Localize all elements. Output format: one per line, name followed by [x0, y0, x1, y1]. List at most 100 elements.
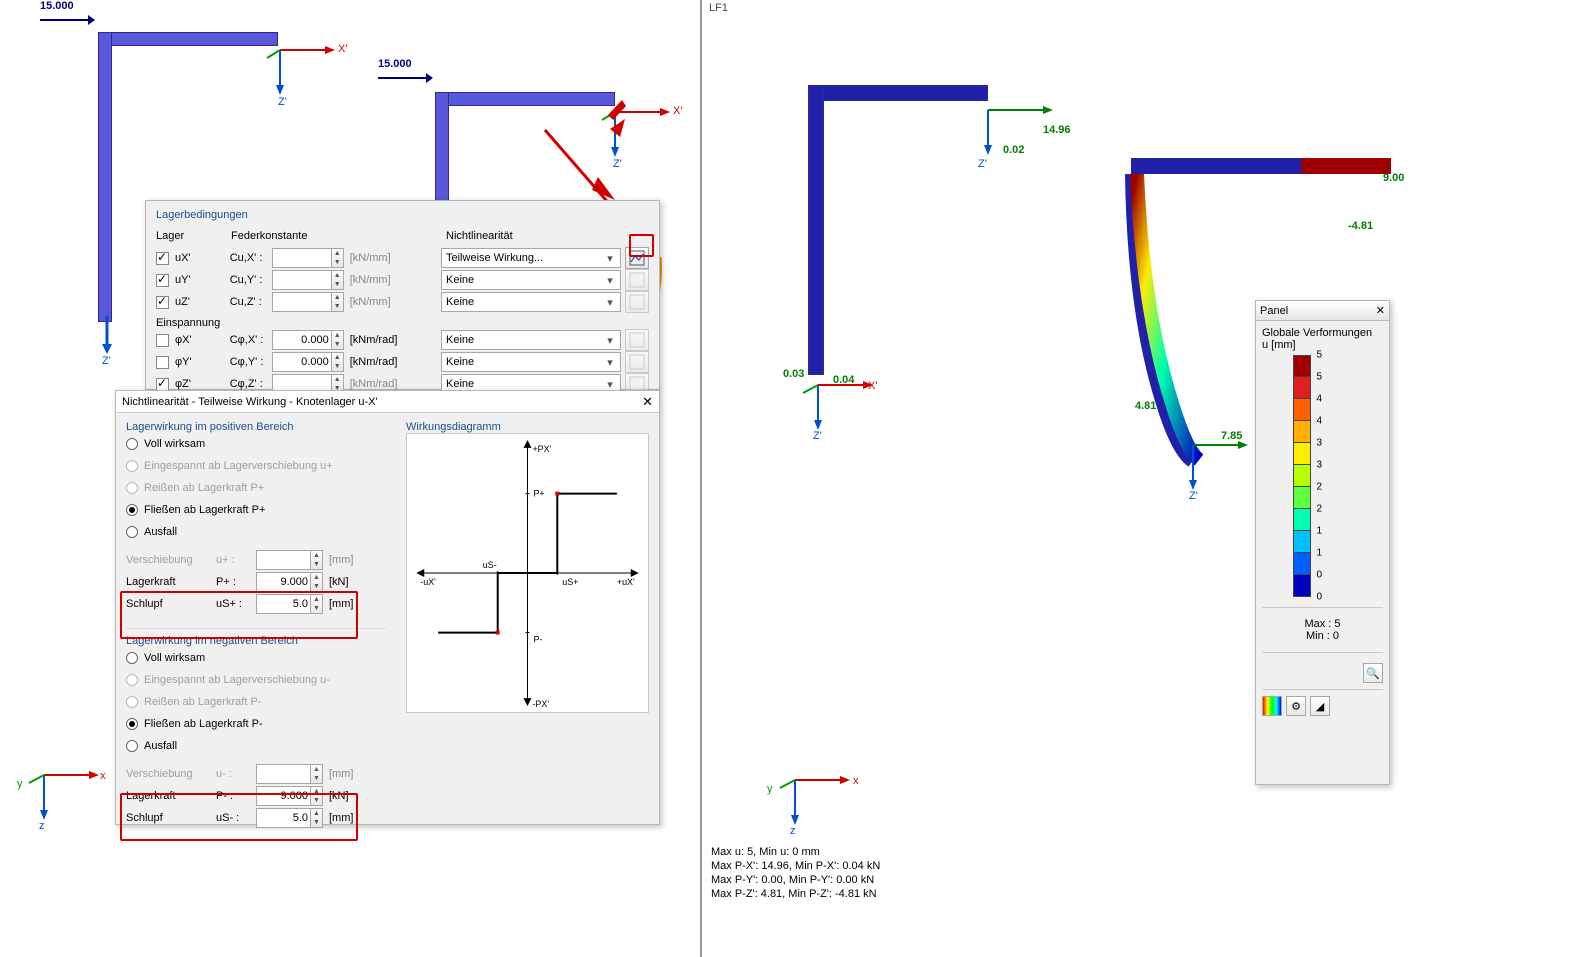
neg-group-title: Lagerwirkung im negativen Bereich	[126, 635, 386, 647]
checkbox-phiz[interactable]	[156, 378, 169, 391]
label-verschiebung-pos: Verschiebung	[126, 554, 216, 566]
radio-pos-fliessen[interactable]	[126, 504, 138, 516]
spinner-pminus[interactable]: ▲▼	[311, 786, 323, 806]
spinner-cux[interactable]: ▲▼	[332, 248, 344, 268]
einspannung-label: Einspannung	[156, 317, 649, 329]
right-viewport: LF1 14.96 0.02 0.03 0.04 Z' X' Z' 9.00 -…	[703, 0, 1594, 957]
combo-nl-phix[interactable]: Keine▾	[441, 330, 621, 350]
axis-z-bottom-1: Z'	[102, 355, 111, 367]
label-lagerkraft-neg: Lagerkraft	[126, 790, 216, 802]
status-line-2: Max P-X': 14.96, Min P-X': 0.04 kN	[711, 859, 880, 873]
radio-pos-voll[interactable]	[126, 438, 138, 450]
checkbox-phiy[interactable]	[156, 356, 169, 369]
results-subtitle: Globale Verformungen	[1262, 327, 1383, 339]
palette-icon[interactable]	[1262, 696, 1282, 716]
unit-cphiy: [kNm/rad]	[350, 356, 398, 368]
col-feder: Federkonstante	[231, 230, 446, 242]
svg-text:uS-: uS-	[483, 560, 497, 570]
unit-uminus: [mm]	[329, 768, 353, 780]
label-uy: uY'	[175, 274, 191, 286]
input-cux[interactable]	[272, 248, 332, 268]
mini-z: z	[39, 820, 45, 832]
input-cphix[interactable]	[272, 330, 332, 350]
svg-text:+uX': +uX'	[617, 577, 635, 587]
label-cuz: Cu,Z' :	[230, 296, 272, 308]
radio-neg-fliessen[interactable]	[126, 718, 138, 730]
checkbox-ux[interactable]	[156, 252, 169, 265]
radio-pos-reissen-label: Reißen ab Lagerkraft P+	[144, 482, 264, 494]
combo-nl-uz[interactable]: Keine▾	[441, 292, 621, 312]
mini-x: x	[100, 770, 106, 782]
results-panel[interactable]: Panel ✕ Globale Verformungen u [mm] 5544…	[1255, 300, 1390, 785]
zoom-icon[interactable]: 🔍	[1363, 663, 1383, 683]
input-pminus[interactable]	[256, 786, 311, 806]
svg-text:uS+: uS+	[562, 577, 578, 587]
tool-icon-2[interactable]: ◢	[1310, 696, 1330, 716]
mini-z-r: z	[790, 825, 796, 837]
group-title: Lagerbedingungen	[156, 209, 649, 221]
spinner-usminus[interactable]: ▲▼	[311, 808, 323, 828]
dialog-title: Nichtlinearität - Teilweise Wirkung - Kn…	[122, 396, 378, 408]
load-arrow-2	[378, 72, 433, 84]
combo-nl-ux[interactable]: Teilweise Wirkung...▾	[441, 248, 621, 268]
viewport-divider	[700, 0, 702, 957]
checkbox-phix[interactable]	[156, 334, 169, 347]
input-uplus	[256, 550, 311, 570]
radio-neg-ausfall-label: Ausfall	[144, 740, 177, 752]
label-verschiebung-neg: Verschiebung	[126, 768, 216, 780]
dialog-titlebar[interactable]: Nichtlinearität - Teilweise Wirkung - Kn…	[116, 391, 659, 413]
axes-result-2	[1173, 430, 1263, 500]
checkbox-uy[interactable]	[156, 274, 169, 287]
status-line-1: Max u: 5, Min u: 0 mm	[711, 845, 820, 859]
radio-neg-eingespannt-label: Eingespannt ab Lagerverschiebung u-	[144, 674, 330, 686]
color-scale: 554433221100	[1293, 355, 1353, 597]
close-icon[interactable]: ✕	[1376, 304, 1385, 317]
spinner-cphiy[interactable]: ▲▼	[332, 352, 344, 372]
load-value-2: 15.000	[378, 58, 412, 70]
tool-icon-1[interactable]: ⚙	[1286, 696, 1306, 716]
status-line-3: Max P-Y': 0.00, Min P-Y': 0.00 kN	[711, 873, 874, 887]
status-line-4: Max P-Z': 4.81, Min P-Z': -4.81 kN	[711, 887, 877, 901]
label-schlupf-neg: Schlupf	[126, 812, 216, 824]
unit-cux: [kN/mm]	[350, 252, 391, 264]
input-pplus[interactable]	[256, 572, 311, 592]
radio-pos-ausfall[interactable]	[126, 526, 138, 538]
axes-result-1	[973, 90, 1063, 160]
nl-edit-button-phiy	[625, 351, 649, 373]
spinner-cuz[interactable]: ▲▼	[332, 292, 344, 312]
global-axes-left	[24, 760, 104, 830]
spinner-cphix[interactable]: ▲▼	[332, 330, 344, 350]
support-conditions-panel: Lagerbedingungen Lager Federkonstante Ni…	[145, 200, 660, 390]
combo-nl-uy[interactable]: Keine▾	[441, 270, 621, 290]
spinner-cuy[interactable]: ▲▼	[332, 270, 344, 290]
checkbox-uz[interactable]	[156, 296, 169, 309]
radio-pos-reissen	[126, 482, 138, 494]
input-cuz[interactable]	[272, 292, 332, 312]
combo-nl-phiy[interactable]: Keine▾	[441, 352, 621, 372]
val-4-81: 4.81	[1135, 400, 1156, 412]
unit-cphiz: [kNm/rad]	[350, 378, 398, 390]
nl-edit-button-uy	[625, 269, 649, 291]
nonlinearity-dialog: Nichtlinearität - Teilweise Wirkung - Kn…	[115, 390, 660, 825]
input-uminus	[256, 764, 311, 784]
radio-neg-voll[interactable]	[126, 652, 138, 664]
label-usminus: uS- :	[216, 812, 256, 824]
unit-usminus: [mm]	[329, 812, 353, 824]
spinner-usplus[interactable]: ▲▼	[311, 594, 323, 614]
nl-edit-button-ux[interactable]	[625, 247, 649, 269]
axis-z-r1: Z'	[978, 158, 987, 170]
label-schlupf-pos: Schlupf	[126, 598, 216, 610]
results-unit: u [mm]	[1262, 339, 1383, 351]
mini-y: y	[17, 778, 23, 790]
label-ux: uX'	[175, 252, 191, 264]
input-usplus[interactable]	[256, 594, 311, 614]
input-usminus[interactable]	[256, 808, 311, 828]
spinner-pplus[interactable]: ▲▼	[311, 572, 323, 592]
col-nl: Nichtlinearität	[446, 230, 636, 242]
unit-cphix: [kNm/rad]	[350, 334, 398, 346]
input-cuy[interactable]	[272, 270, 332, 290]
input-cphiy[interactable]	[272, 352, 332, 372]
close-icon[interactable]: ✕	[642, 394, 653, 410]
radio-neg-ausfall[interactable]	[126, 740, 138, 752]
radio-neg-reissen	[126, 696, 138, 708]
